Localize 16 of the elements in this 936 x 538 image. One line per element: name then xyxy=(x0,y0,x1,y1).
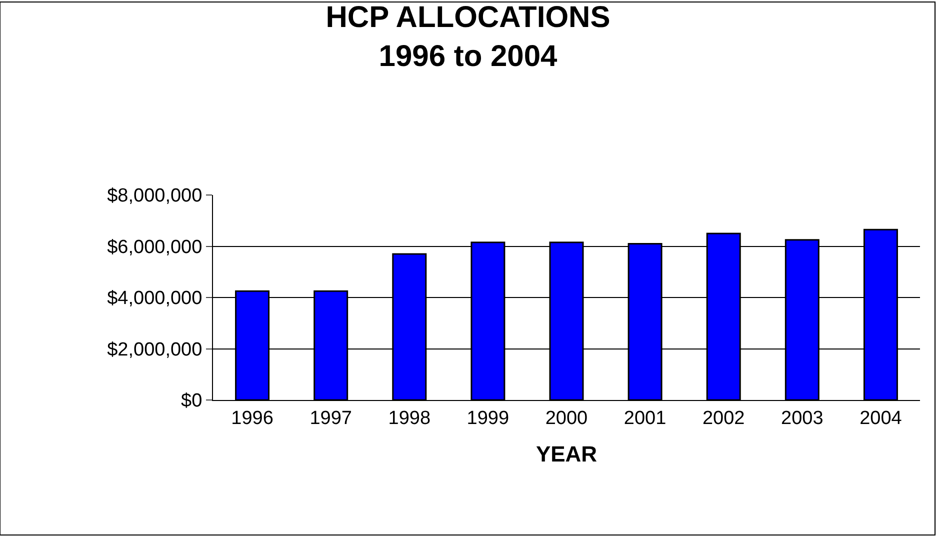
x-tick-label: 1996 xyxy=(231,408,274,429)
y-tick-label: $4,000,000 xyxy=(107,288,202,310)
y-tick-label: $0 xyxy=(181,390,202,412)
y-tick-label: $8,000,000 xyxy=(107,186,202,207)
x-tick-label: 2002 xyxy=(702,408,745,429)
x-tick-label: 2001 xyxy=(624,408,666,429)
x-tick-label: 2003 xyxy=(781,408,824,429)
y-tick-label: $6,000,000 xyxy=(107,236,202,258)
x-axis-title: YEAR xyxy=(536,442,598,467)
x-tick-label: 1999 xyxy=(466,408,510,429)
x-tick-label: 2004 xyxy=(860,408,902,429)
x-tick-label: 2000 xyxy=(545,408,588,429)
x-tick-label: 1997 xyxy=(310,408,352,429)
y-tick-label: $2,000,000 xyxy=(107,339,202,360)
x-tick-label: 1998 xyxy=(388,408,431,429)
chart-title: HCP ALLOCATIONS 1996 to 2004 xyxy=(326,0,610,73)
